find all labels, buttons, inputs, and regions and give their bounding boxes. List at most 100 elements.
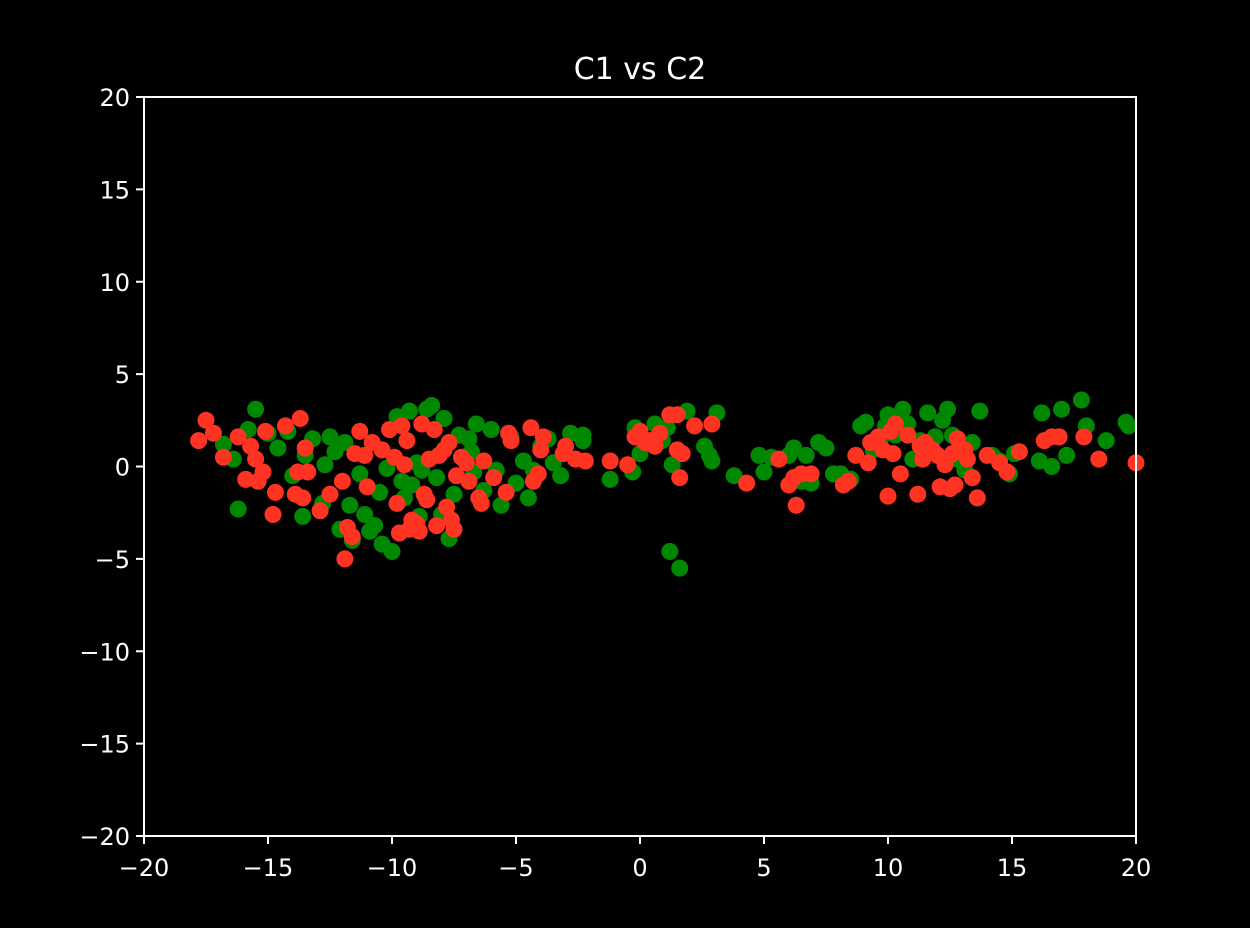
data-point: [519, 489, 537, 507]
data-point: [646, 437, 664, 455]
data-point: [229, 500, 247, 518]
data-point: [671, 469, 689, 487]
data-point: [619, 456, 637, 474]
data-point: [671, 559, 689, 577]
data-point: [601, 452, 619, 470]
data-point: [661, 543, 679, 560]
data-point: [393, 417, 411, 435]
y-tick-label: 0: [115, 454, 130, 482]
x-tick-label: 5: [756, 854, 771, 882]
data-point: [879, 487, 897, 505]
data-point: [939, 400, 956, 418]
data-point: [946, 476, 964, 494]
data-point: [395, 456, 413, 474]
data-point: [445, 485, 463, 503]
data-point: [1033, 404, 1051, 422]
data-point: [552, 467, 570, 485]
data-point: [472, 494, 490, 512]
data-point: [1058, 446, 1076, 464]
data-point: [457, 454, 475, 472]
x-axis: −20 −15 −10 −5 0 5 10 15 20: [119, 836, 1151, 882]
data-point: [467, 415, 485, 433]
data-point: [398, 432, 416, 450]
data-point: [703, 415, 721, 433]
data-point: [383, 543, 401, 560]
data-point: [725, 467, 743, 485]
data-point: [1053, 400, 1071, 418]
y-tick-label: −15: [79, 731, 130, 759]
data-point: [1120, 417, 1138, 435]
y-tick-label: 20: [99, 84, 130, 112]
data-point: [475, 452, 493, 470]
x-tick-label: −10: [367, 854, 418, 882]
data-point: [366, 517, 384, 535]
data-point: [839, 472, 857, 490]
data-point: [847, 446, 865, 464]
y-tick-label: −10: [79, 638, 130, 666]
data-point: [418, 491, 436, 509]
data-point: [190, 432, 208, 450]
data-point: [532, 441, 550, 459]
data-point: [435, 410, 453, 427]
x-tick-label: −15: [243, 854, 294, 882]
data-point: [351, 422, 369, 440]
data-point: [958, 450, 976, 468]
data-point: [438, 498, 456, 516]
y-axis: −20 −15 −10 −5 0 5 10 15 20: [79, 84, 144, 851]
data-point: [651, 424, 669, 442]
chart-title: C1 vs C2: [574, 52, 707, 87]
data-point: [899, 426, 917, 444]
data-point: [787, 496, 805, 514]
x-tick-label: 0: [632, 854, 647, 882]
data-point: [321, 485, 339, 503]
data-point: [884, 445, 902, 463]
data-point: [341, 496, 359, 514]
data-point: [485, 469, 503, 487]
data-point: [343, 528, 361, 546]
data-point: [428, 517, 446, 535]
data-point: [294, 507, 312, 525]
data-point: [502, 432, 520, 450]
data-point: [247, 400, 265, 418]
data-point: [257, 422, 274, 440]
data-point: [755, 463, 773, 481]
data-point: [299, 463, 317, 481]
data-point: [356, 506, 374, 523]
data-point: [968, 489, 986, 507]
data-point: [534, 428, 552, 446]
data-point: [276, 417, 294, 435]
data-point: [738, 474, 756, 492]
data-point: [1043, 458, 1061, 475]
data-point: [294, 489, 312, 507]
y-tick-label: 10: [99, 269, 130, 297]
x-tick-label: −20: [119, 854, 170, 882]
data-point: [291, 410, 309, 427]
data-point: [998, 463, 1016, 481]
data-point: [785, 439, 803, 457]
data-point: [1050, 428, 1068, 446]
data-point: [425, 421, 443, 438]
data-point: [909, 485, 927, 503]
data-point: [1072, 391, 1090, 409]
data-point: [214, 448, 232, 466]
data-point: [333, 472, 351, 490]
data-point: [197, 411, 215, 429]
data-point: [576, 452, 594, 470]
data-point: [410, 522, 428, 540]
data-point: [1010, 443, 1028, 461]
data-point: [321, 428, 339, 446]
data-point: [574, 432, 592, 450]
data-point: [351, 465, 369, 483]
data-point: [770, 450, 788, 468]
data-point: [269, 439, 287, 457]
data-point: [388, 494, 406, 512]
data-point: [296, 439, 314, 457]
data-point: [919, 404, 937, 422]
data-point: [802, 465, 820, 483]
data-point: [358, 478, 376, 496]
data-point: [428, 469, 446, 487]
data-point: [673, 445, 691, 463]
data-point: [557, 437, 575, 455]
data-point: [214, 435, 232, 453]
